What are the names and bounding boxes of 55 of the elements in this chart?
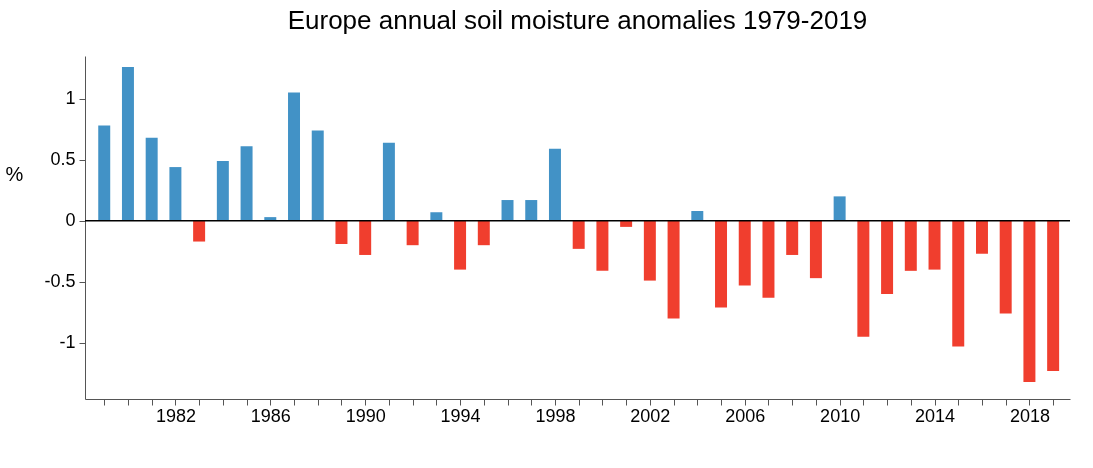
bar: [691, 211, 704, 221]
x-tick-label: 1994: [440, 405, 481, 426]
bar: [596, 220, 609, 271]
x-tick-label: 1998: [535, 405, 576, 426]
bar: [1047, 220, 1060, 371]
bar: [833, 196, 846, 221]
bar: [738, 220, 751, 286]
x-tick-label: 2006: [725, 405, 766, 426]
x-tick-label: 2002: [630, 405, 671, 426]
x-tick-label: 1990: [345, 405, 386, 426]
bar: [240, 146, 253, 221]
y-tick-label: 0: [65, 210, 76, 231]
bar: [501, 200, 514, 221]
bar: [572, 220, 585, 249]
y-tick-label: -1: [59, 332, 76, 353]
x-tick-label: 1982: [155, 405, 196, 426]
bar: [169, 167, 182, 221]
y-tick-label: 0.5: [50, 149, 76, 170]
bar: [216, 160, 229, 221]
bar: [548, 148, 561, 221]
bar: [454, 220, 467, 270]
bar: [98, 125, 111, 221]
bar: [928, 220, 941, 270]
bar: [193, 220, 206, 242]
bar: [335, 220, 348, 244]
bar: [121, 66, 134, 221]
y-tick-label: -0.5: [44, 271, 76, 292]
bar: [382, 142, 395, 221]
x-tick-label: 1986: [250, 405, 291, 426]
bar: [786, 220, 799, 255]
bar: [952, 220, 965, 347]
x-tick-label: 2014: [915, 405, 956, 426]
bar: [311, 130, 324, 221]
bar: [643, 220, 656, 281]
bar: [904, 220, 917, 271]
bar: [288, 92, 301, 221]
y-tick-label: 1: [65, 88, 76, 109]
bar: [359, 220, 372, 255]
bar: [667, 220, 680, 319]
bar: [715, 220, 728, 308]
bar: [145, 137, 158, 221]
bar: [477, 220, 490, 246]
bar: [406, 220, 419, 246]
bar: [525, 200, 538, 221]
y-axis-title: %: [5, 162, 24, 185]
bar: [999, 220, 1012, 314]
bar: [762, 220, 775, 298]
bar: [975, 220, 988, 254]
bar: [881, 220, 894, 295]
x-tick-label: 2010: [820, 405, 861, 426]
bar: [1023, 220, 1036, 382]
chart-title: Europe annual soil moisture anomalies 1979-2019: [287, 5, 868, 35]
bar: [809, 220, 822, 279]
x-tick-label: 2018: [1009, 405, 1050, 426]
bar: [857, 220, 870, 337]
